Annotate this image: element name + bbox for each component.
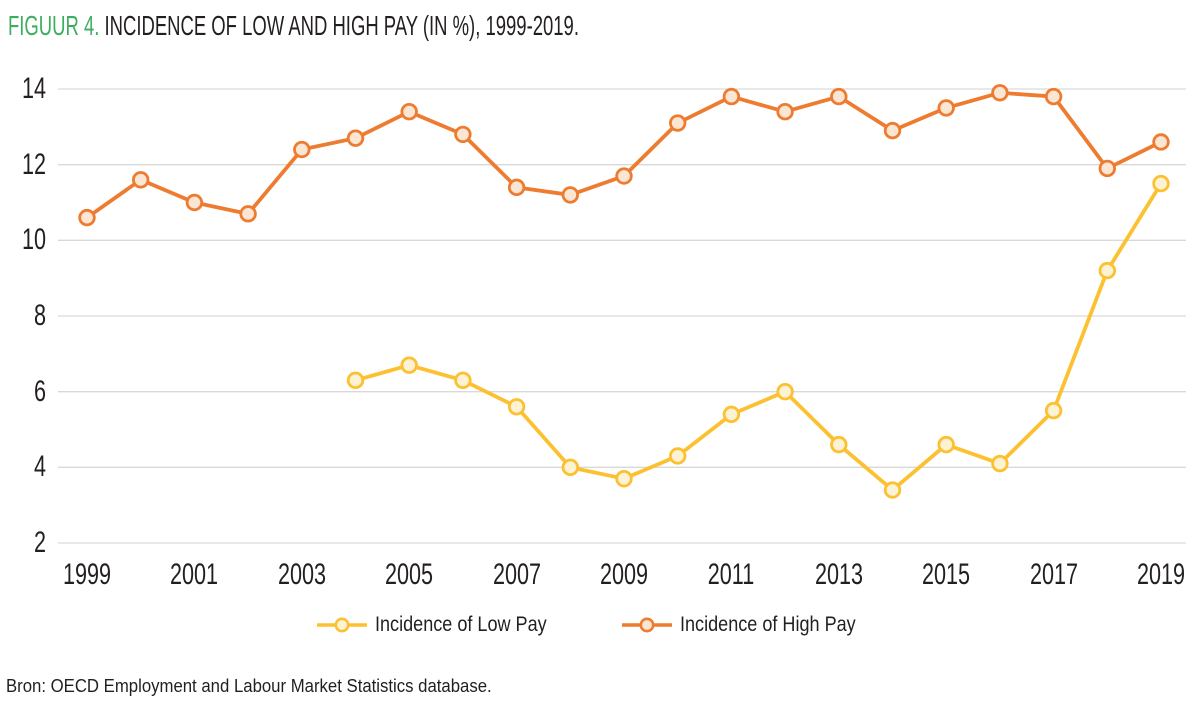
data-point-marker-high-pay [991,84,1009,102]
data-point-marker-low-pay [507,398,526,416]
y-tick-label: 4 [33,450,46,484]
data-point-marker-high-pay [239,205,257,223]
data-point-marker-high-pay [669,114,687,132]
x-tick-label: 2017 [1029,558,1078,591]
figure-title-row: FIGUUR 4. INCIDENCE OF LOW AND HIGH PAY … [8,10,579,42]
data-point-marker-high-pay [722,87,741,106]
data-point-marker-low-pay [883,481,902,499]
data-point-marker-high-pay [561,186,580,204]
x-tick-label: 2005 [385,558,434,591]
source-note: Bron: OECD Employment and Labour Market … [6,676,492,696]
figure-label: FIGUUR 4. [8,10,100,41]
legend-item-low-pay: Incidence of Low Pay [316,613,575,637]
data-point-marker-high-pay [507,178,526,197]
series-line-low-pay [353,181,1163,492]
x-tick-label: 2007 [492,558,541,591]
data-point-marker-low-pay [1044,401,1063,420]
chart-legend: Incidence of Low Pay Incidence of High P… [0,613,1200,637]
data-point-marker-high-pay [78,208,96,227]
data-point-marker-high-pay [400,102,418,121]
data-point-marker-high-pay [293,140,311,159]
x-tick-label: 2001 [170,558,219,591]
y-tick-label: 2 [33,526,46,559]
data-point-marker-high-pay [883,121,902,140]
x-tick-label: 1999 [62,558,112,591]
data-point-marker-high-pay [615,167,633,185]
series-line-high-pay [85,90,1163,220]
data-point-marker-high-pay [131,171,150,189]
x-tick-label: 2015 [922,558,971,591]
y-tick-label: 14 [21,72,46,105]
data-point-marker-low-pay [669,447,687,465]
legend-marker-high-pay-icon [621,617,672,633]
data-point-marker-high-pay [1152,133,1170,151]
data-point-marker-high-pay [454,125,472,144]
data-point-marker-low-pay [454,371,472,390]
data-point-marker-high-pay [1044,87,1063,106]
data-point-marker-high-pay [776,102,794,121]
data-point-marker-low-pay [776,382,794,401]
data-point-marker-low-pay [561,458,580,477]
data-point-marker-low-pay [615,469,633,488]
figure-title: INCIDENCE OF LOW AND HIGH PAY (IN %), 19… [104,10,579,41]
legend-marker-low-pay-icon [317,617,368,633]
x-tick-label: 2011 [708,558,755,591]
x-tick-label: 2013 [814,558,863,591]
y-tick-label: 10 [21,223,46,257]
data-point-marker-low-pay [400,356,418,374]
data-point-marker-high-pay [937,99,955,117]
data-point-marker-high-pay [1098,159,1117,178]
x-tick-label: 2009 [599,558,649,591]
y-tick-label: 6 [33,374,46,408]
data-point-marker-low-pay [1098,261,1117,280]
data-point-marker-high-pay [346,129,365,147]
y-tick-label: 8 [33,299,46,332]
data-point-marker-high-pay [830,87,848,106]
legend-item-high-pay: Incidence of High Pay [621,613,884,637]
data-point-marker-low-pay [1152,174,1170,193]
data-point-marker-low-pay [346,371,365,390]
legend-label-high-pay: Incidence of High Pay [679,613,856,636]
data-point-marker-low-pay [991,454,1009,473]
legend-label-low-pay: Incidence of Low Pay [375,613,547,636]
data-point-marker-high-pay [185,193,204,212]
data-point-marker-low-pay [830,435,848,454]
x-tick-label: 2019 [1136,558,1186,591]
data-point-marker-low-pay [722,405,741,424]
x-tick-label: 2003 [277,558,326,591]
y-tick-label: 12 [21,147,46,181]
data-point-marker-low-pay [937,435,955,454]
